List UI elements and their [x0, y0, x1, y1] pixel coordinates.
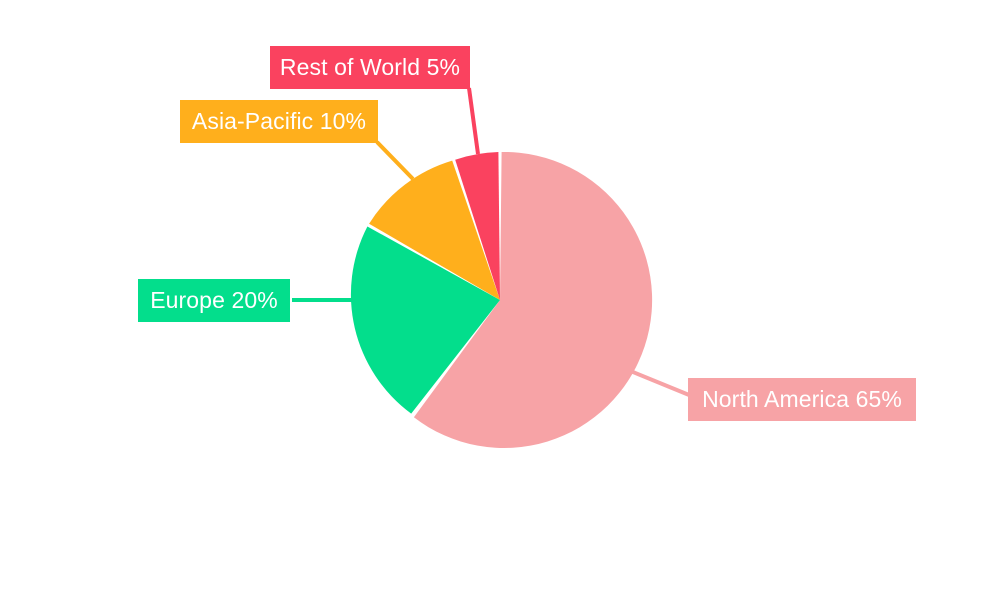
- leader-line-north-america: [627, 368, 695, 399]
- pie-label-asia-pacific-text: Asia-Pacific 10%: [191, 108, 367, 134]
- leader-line-rest-of-world: [467, 87, 480, 155]
- pie-slice-europe[interactable]: [350, 226, 500, 414]
- leader-line-asia-pacific: [375, 140, 415, 181]
- pie-label-asia-pacific[interactable]: Asia-Pacific 10%: [180, 100, 378, 143]
- pie-label-europe-text: Europe 20%: [150, 287, 278, 313]
- pie-label-rest-of-world-text: Rest of World 5%: [279, 54, 461, 80]
- pie-label-rest-of-world[interactable]: Rest of World 5%: [270, 46, 470, 89]
- pie-label-north-america-text: North America 65%: [702, 386, 902, 412]
- pie-label-north-america[interactable]: North America 65%: [688, 378, 916, 421]
- pie-slice-north-america[interactable]: [413, 151, 653, 448]
- pie-label-europe[interactable]: Europe 20%: [138, 279, 290, 322]
- pie-slice-rest-of-world[interactable]: [455, 152, 500, 300]
- pie-slice-asia-pacific[interactable]: [369, 160, 500, 300]
